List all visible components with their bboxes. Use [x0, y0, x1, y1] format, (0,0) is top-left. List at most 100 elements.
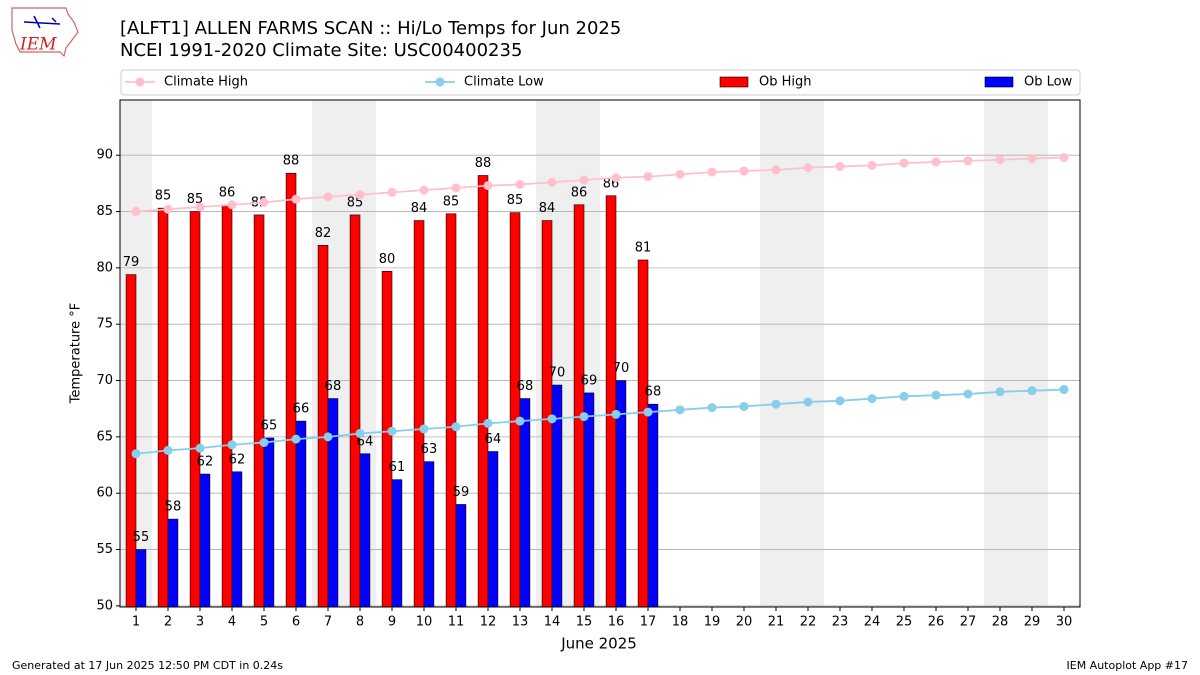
data-label: 63: [421, 442, 438, 457]
line-point: [131, 449, 141, 459]
line-point: [227, 200, 237, 210]
data-label: 86: [219, 185, 236, 200]
bar: [477, 175, 489, 608]
y-tick-label: 80: [96, 260, 113, 275]
bar: [253, 214, 265, 608]
footer-right: IEM Autoplot App #17: [1067, 659, 1189, 672]
line-point: [355, 428, 365, 438]
bar: [135, 549, 147, 608]
legend-label: Ob High: [759, 75, 812, 90]
chart-subtitle: NCEI 1991-2020 Climate Site: USC00400235: [120, 40, 522, 61]
line-point: [835, 396, 845, 406]
x-tick-label: 29: [1024, 615, 1041, 630]
data-label: 69: [581, 373, 598, 388]
line-point: [451, 183, 461, 193]
line-point: [163, 204, 173, 214]
line-point: [899, 391, 909, 401]
x-tick-label: 13: [512, 615, 529, 630]
x-tick-label: 7: [324, 615, 332, 630]
line-point: [323, 192, 333, 202]
line-point: [515, 180, 525, 189]
data-label: 88: [475, 156, 492, 171]
y-axis-label: Temperature °F: [69, 303, 84, 404]
x-tick-label: 23: [832, 615, 849, 630]
line-point: [291, 434, 301, 444]
data-label: 81: [635, 240, 652, 255]
legend-marker: [435, 77, 445, 87]
data-label: 62: [197, 455, 214, 470]
line-point: [675, 405, 685, 415]
x-tick-label: 20: [736, 615, 753, 630]
line-point: [483, 181, 493, 191]
line-point: [195, 202, 205, 212]
line-point: [579, 175, 589, 185]
data-label: 62: [229, 452, 246, 467]
bar: [263, 437, 275, 608]
bar: [583, 392, 595, 608]
footer-left: Generated at 17 Jun 2025 12:50 PM CDT in…: [12, 659, 283, 672]
line-point: [867, 160, 877, 170]
line-point: [835, 161, 845, 171]
line-point: [739, 401, 749, 411]
logo-icon: [23, 15, 61, 29]
line-point: [771, 165, 781, 175]
x-tick-label: 16: [608, 615, 625, 630]
bar: [541, 220, 553, 608]
data-label: 66: [293, 402, 310, 417]
bar: [167, 518, 179, 608]
logo-text: IEM: [19, 35, 57, 55]
x-axis-label: June 2025: [560, 635, 637, 653]
data-label: 85: [155, 189, 172, 204]
plot-frame: [119, 99, 1081, 608]
line-point: [355, 190, 365, 200]
line-point: [387, 187, 397, 197]
bar: [519, 398, 531, 608]
x-tick-label: 14: [544, 615, 561, 630]
y-tick-label: 75: [96, 317, 113, 332]
legend-label: Climate High: [164, 75, 248, 90]
y-tick-label: 85: [96, 204, 113, 219]
legend-swatch: [719, 76, 749, 88]
line-point: [291, 194, 301, 204]
data-label: 58: [165, 500, 182, 515]
line-point: [195, 443, 205, 453]
line-point: [995, 387, 1005, 397]
bar: [445, 213, 457, 608]
y-tick-label: 55: [96, 542, 113, 557]
data-label: 65: [261, 419, 278, 434]
data-label: 55: [133, 530, 150, 545]
bar: [285, 172, 297, 608]
x-tick-label: 1: [132, 615, 140, 630]
line-point: [995, 155, 1005, 165]
chart-title: [ALFT1] ALLEN FARMS SCAN :: Hi/Lo Temps …: [120, 18, 621, 39]
line-point: [899, 158, 909, 168]
line-point: [259, 438, 269, 448]
line-point: [451, 422, 461, 432]
x-tick-label: 24: [864, 615, 881, 630]
bar: [295, 420, 307, 608]
weekend-shade: [1016, 100, 1048, 607]
bar: [359, 453, 371, 608]
data-label: 64: [357, 434, 374, 449]
line-point: [611, 409, 621, 419]
data-label: 59: [453, 485, 470, 500]
data-label: 68: [645, 385, 662, 400]
legend-marker: [135, 77, 145, 87]
bar: [487, 451, 499, 608]
bar: [455, 504, 467, 608]
line-point: [931, 157, 941, 167]
data-label: 68: [517, 379, 534, 394]
data-label: 82: [315, 226, 332, 241]
line-point: [131, 207, 141, 217]
x-tick-label: 2: [164, 615, 172, 630]
x-tick-label: 28: [992, 615, 1009, 630]
bar: [125, 274, 137, 608]
x-tick-label: 19: [704, 615, 721, 630]
data-label: 79: [123, 255, 140, 270]
line-point: [419, 185, 429, 195]
line-point: [1027, 154, 1037, 164]
bar: [157, 207, 169, 608]
data-label: 61: [389, 460, 406, 475]
line-point: [259, 198, 269, 208]
